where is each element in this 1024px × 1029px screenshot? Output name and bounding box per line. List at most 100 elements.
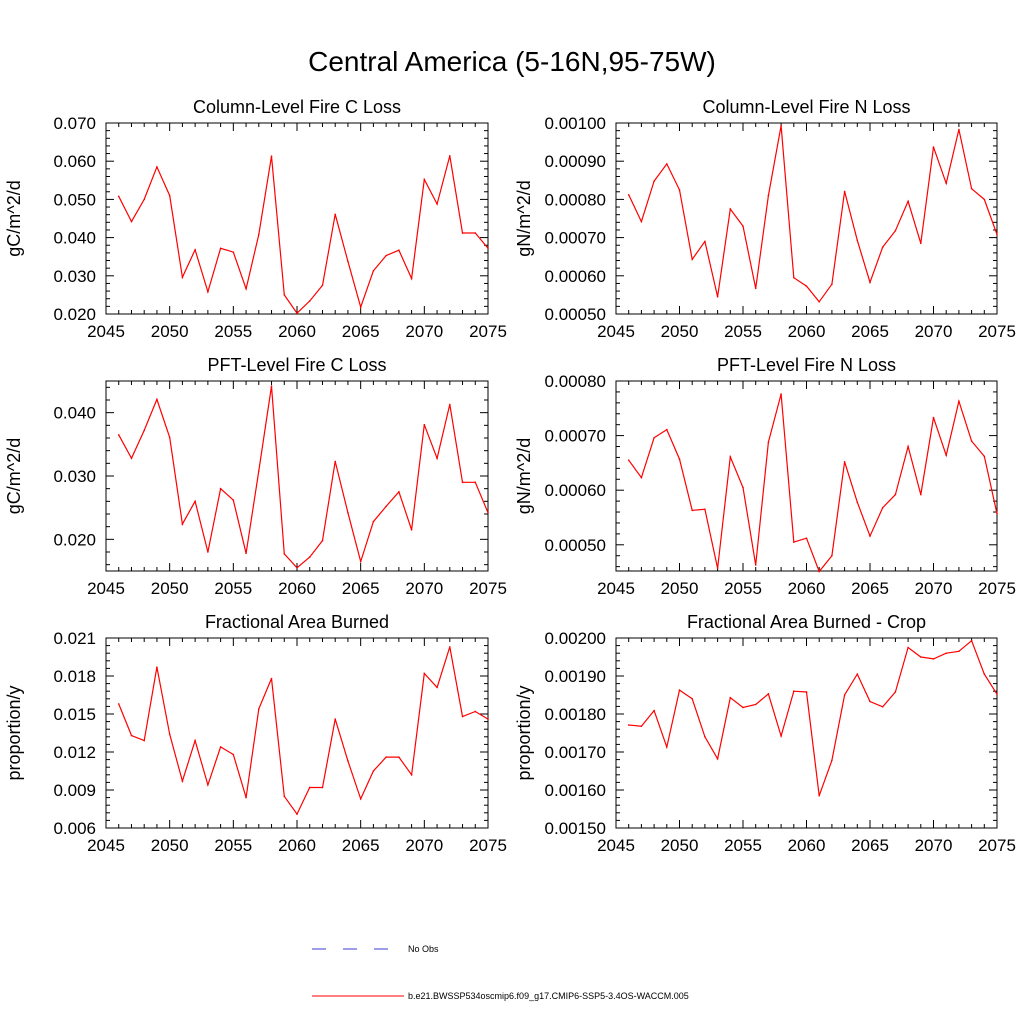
- y-tick-label: 0.070: [53, 114, 96, 133]
- y-tick-label: 0.060: [53, 152, 96, 171]
- data-point: [207, 784, 209, 786]
- data-point: [932, 658, 935, 660]
- y-tick-label: 0.021: [53, 629, 96, 648]
- y-tick-label: 0.00170: [545, 743, 606, 762]
- data-point: [449, 155, 451, 157]
- data-point: [666, 746, 668, 748]
- data-point: [767, 441, 770, 443]
- x-tick-label: 2065: [851, 322, 889, 341]
- data-point: [894, 691, 897, 693]
- data-point: [423, 423, 426, 426]
- y-tick-label: 0.00100: [545, 114, 606, 133]
- data-point: [461, 481, 464, 484]
- data-point: [983, 198, 986, 201]
- y-tick-label: 0.00080: [545, 372, 606, 391]
- data-point: [308, 786, 311, 789]
- x-tick-label: 2055: [724, 579, 762, 598]
- x-tick-label: 2075: [978, 836, 1016, 855]
- data-point: [970, 639, 973, 642]
- y-tick-label: 0.012: [53, 743, 96, 762]
- data-point: [958, 128, 960, 131]
- panel-title: Fractional Area Burned - Crop: [687, 612, 926, 632]
- legend: No Obs b.e21.BWSSP534oscmip6.f09_g17.CMIP…: [312, 944, 689, 1001]
- data-point: [347, 260, 349, 263]
- data-point: [920, 656, 922, 658]
- data-point: [704, 508, 706, 511]
- data-point: [640, 220, 643, 223]
- y-tick-label: 0.00080: [545, 190, 606, 209]
- data-point: [780, 735, 782, 737]
- data-point: [130, 734, 133, 737]
- data-point: [372, 520, 375, 523]
- x-tick-label: 2070: [405, 579, 443, 598]
- data-point: [818, 300, 820, 303]
- data-point: [805, 537, 808, 540]
- series-line: [118, 155, 489, 315]
- data-point: [347, 760, 349, 762]
- data-point: [970, 440, 973, 442]
- y-tick-label: 0.00070: [545, 427, 606, 446]
- x-tick-label: 2045: [87, 579, 125, 598]
- data-point: [907, 445, 909, 448]
- data-point: [881, 705, 884, 708]
- data-point: [449, 646, 451, 648]
- data-point: [181, 780, 184, 782]
- data-point: [627, 194, 630, 196]
- x-tick-label: 2065: [851, 579, 889, 598]
- data-point: [869, 535, 871, 537]
- data-point: [245, 287, 247, 290]
- data-point: [283, 795, 286, 798]
- y-tick-label: 0.00160: [545, 781, 606, 800]
- x-tick-label: 2060: [278, 836, 316, 855]
- data-point: [359, 560, 362, 563]
- data-point: [945, 454, 947, 457]
- x-tick-label: 2060: [278, 322, 316, 341]
- data-point: [894, 493, 897, 496]
- data-point: [398, 491, 400, 493]
- data-point: [117, 195, 120, 198]
- y-tick-label: 0.030: [53, 267, 96, 286]
- data-point: [640, 725, 643, 727]
- data-point: [143, 198, 145, 201]
- data-point: [627, 724, 630, 726]
- panel-title: Column-Level Fire C Loss: [193, 97, 401, 117]
- y-tick-label: 0.018: [53, 667, 96, 686]
- y-tick-label: 0.006: [53, 819, 96, 838]
- data-point: [334, 460, 337, 463]
- data-point: [729, 696, 732, 699]
- data-point: [869, 700, 871, 703]
- data-point: [856, 673, 859, 675]
- data-point: [156, 666, 158, 668]
- data-point: [423, 178, 426, 181]
- x-tick-label: 2060: [788, 836, 826, 855]
- plot-frame: [615, 380, 998, 572]
- series-line: [118, 386, 489, 569]
- data-point: [653, 709, 655, 712]
- data-point: [130, 457, 133, 460]
- y-tick-label: 0.00050: [545, 305, 606, 324]
- x-tick-label: 2055: [724, 322, 762, 341]
- data-point: [296, 813, 298, 815]
- data-point: [996, 693, 998, 696]
- x-tick-label: 2060: [788, 322, 826, 341]
- data-point: [754, 287, 757, 290]
- data-point: [843, 461, 846, 463]
- data-point: [398, 249, 400, 252]
- data-point: [666, 428, 668, 431]
- y-tick-label: 0.040: [53, 404, 96, 423]
- data-point: [474, 481, 477, 484]
- y-tick-label: 0.050: [53, 190, 96, 209]
- y-tick-label: 0.030: [53, 467, 96, 486]
- x-tick-label: 2045: [87, 836, 125, 855]
- plot-frame: [105, 637, 489, 829]
- x-tick-label: 2075: [469, 836, 507, 855]
- data-point: [117, 434, 120, 436]
- x-tick-label: 2050: [151, 579, 189, 598]
- data-point: [245, 796, 247, 799]
- data-point: [181, 523, 184, 525]
- x-tick-label: 2050: [661, 322, 699, 341]
- data-point: [945, 182, 947, 185]
- data-point: [983, 673, 986, 675]
- x-tick-label: 2045: [597, 579, 635, 598]
